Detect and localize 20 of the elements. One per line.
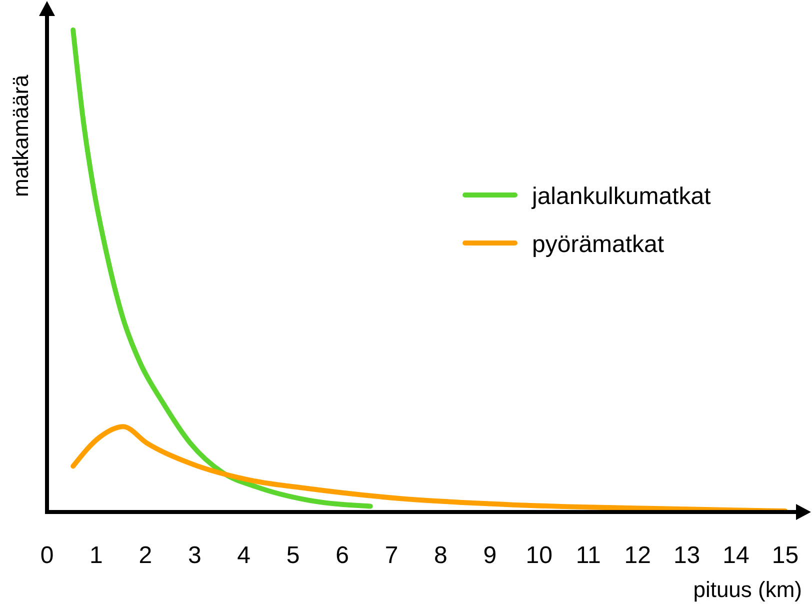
x-tick-label: 2 xyxy=(138,542,152,569)
x-tick-label: 14 xyxy=(722,542,750,569)
x-tick-label: 3 xyxy=(188,542,202,569)
x-tick-label: 15 xyxy=(772,542,799,569)
x-tick-label: 5 xyxy=(286,542,300,569)
x-axis-title: pituus (km) xyxy=(693,577,802,602)
x-tick-label: 9 xyxy=(483,542,497,569)
x-tick-label: 0 xyxy=(40,542,54,569)
y-axis-title: matkamäärä xyxy=(8,74,33,197)
x-tick-label: 4 xyxy=(237,542,251,569)
legend-label: pyörämatkat xyxy=(532,231,664,258)
x-tick-label: 12 xyxy=(624,542,651,569)
x-tick-label: 8 xyxy=(434,542,448,569)
x-tick-label: 7 xyxy=(384,542,398,569)
x-tick-label: 10 xyxy=(526,542,553,569)
x-tick-label: 11 xyxy=(576,542,601,569)
legend-label: jalankulkumatkat xyxy=(531,183,712,210)
x-tick-label: 1 xyxy=(90,542,103,569)
x-tick-label: 6 xyxy=(336,542,349,569)
x-tick-label: 13 xyxy=(673,542,700,569)
